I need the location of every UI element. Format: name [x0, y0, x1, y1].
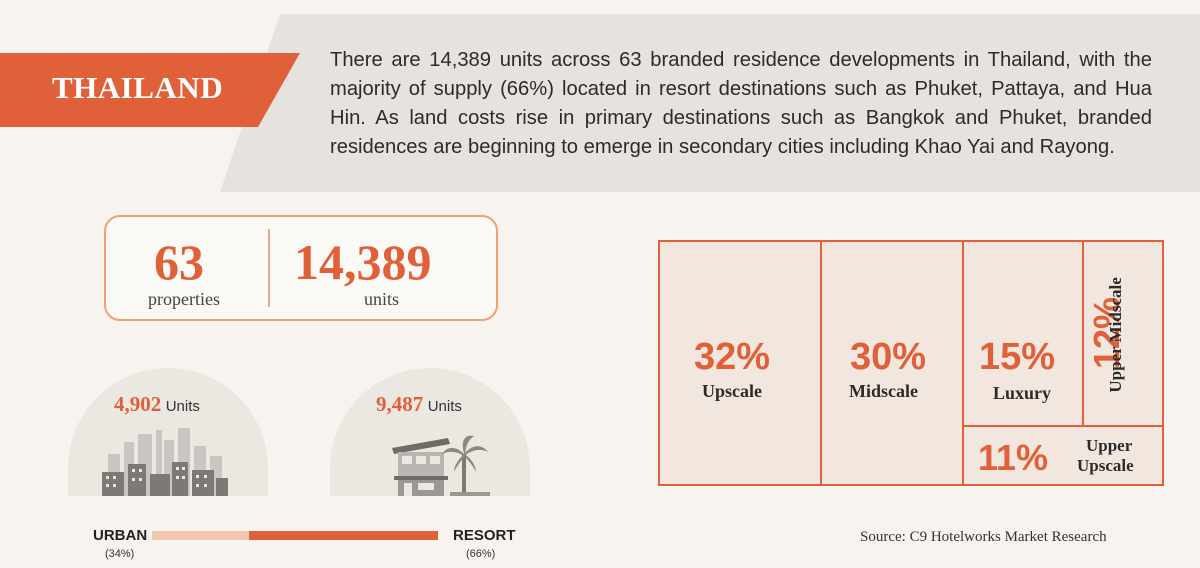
resort-units: 9,487 Units	[376, 394, 462, 415]
properties-label: properties	[148, 289, 220, 309]
segment-label-upper-midscale: Upper Midscale	[1105, 277, 1125, 393]
intro-band	[220, 14, 1200, 192]
country-tag: THAILAND	[0, 53, 300, 127]
intro-paragraph: There are 14,389 units across 63 branded…	[330, 49, 1152, 158]
segment-label-upper-upscale-1: Upper	[1086, 436, 1133, 455]
city-skyline-icon	[102, 428, 228, 496]
segment-cell-midscale: 30% Midscale	[822, 242, 964, 484]
segment-label-midscale: Midscale	[849, 381, 918, 401]
segment-treemap: 32% Upscale 30% Midscale 15% Luxury 12% …	[658, 240, 1164, 486]
units-label: units	[364, 289, 400, 309]
urban-resort-bar	[152, 531, 438, 540]
segment-pct-upper-upscale: 11%	[978, 437, 1049, 478]
urban-units: 4,902 Units	[114, 394, 200, 415]
resort-percent: (66%)	[466, 548, 496, 560]
resort-units-label: Units	[427, 398, 462, 415]
resort-villa-icon	[392, 435, 490, 496]
source-note: Source: C9 Hotelworks Market Research	[860, 529, 1107, 545]
segment-label-luxury: Luxury	[993, 383, 1052, 403]
urban-units-label: Units	[165, 398, 200, 415]
urban-units-value: 4,902	[114, 392, 162, 416]
segment-label-upscale: Upscale	[702, 381, 762, 401]
resort-units-value: 9,487	[376, 392, 424, 416]
segment-cell-luxury: 15% Luxury	[964, 242, 1084, 425]
properties-count: 63	[154, 234, 204, 290]
country-title: THAILAND	[52, 70, 224, 105]
stats-card: 63 properties 14,389 units	[104, 215, 498, 321]
segment-label-upper-upscale-2: Upscale	[1077, 456, 1134, 475]
resort-label: RESORT	[453, 527, 516, 544]
segment-cell-upscale: 32% Upscale	[660, 242, 822, 484]
treemap-divider	[964, 425, 1162, 427]
segment-pct-midscale: 30%	[850, 336, 927, 378]
segment-pct-upscale: 32%	[694, 336, 771, 378]
resort-bar-segment	[249, 531, 438, 540]
segment-cell-upper-upscale: 11% Upper Upscale	[964, 427, 1162, 484]
urban-label: URBAN	[93, 527, 148, 544]
urban-percent: (34%)	[105, 548, 135, 560]
segment-pct-luxury: 15%	[979, 336, 1056, 378]
stats-divider	[268, 229, 270, 307]
segment-cell-upper-midscale: 12% Upper Midscale	[1084, 242, 1162, 425]
units-count: 14,389	[294, 234, 432, 290]
urban-bar-segment	[152, 531, 249, 540]
